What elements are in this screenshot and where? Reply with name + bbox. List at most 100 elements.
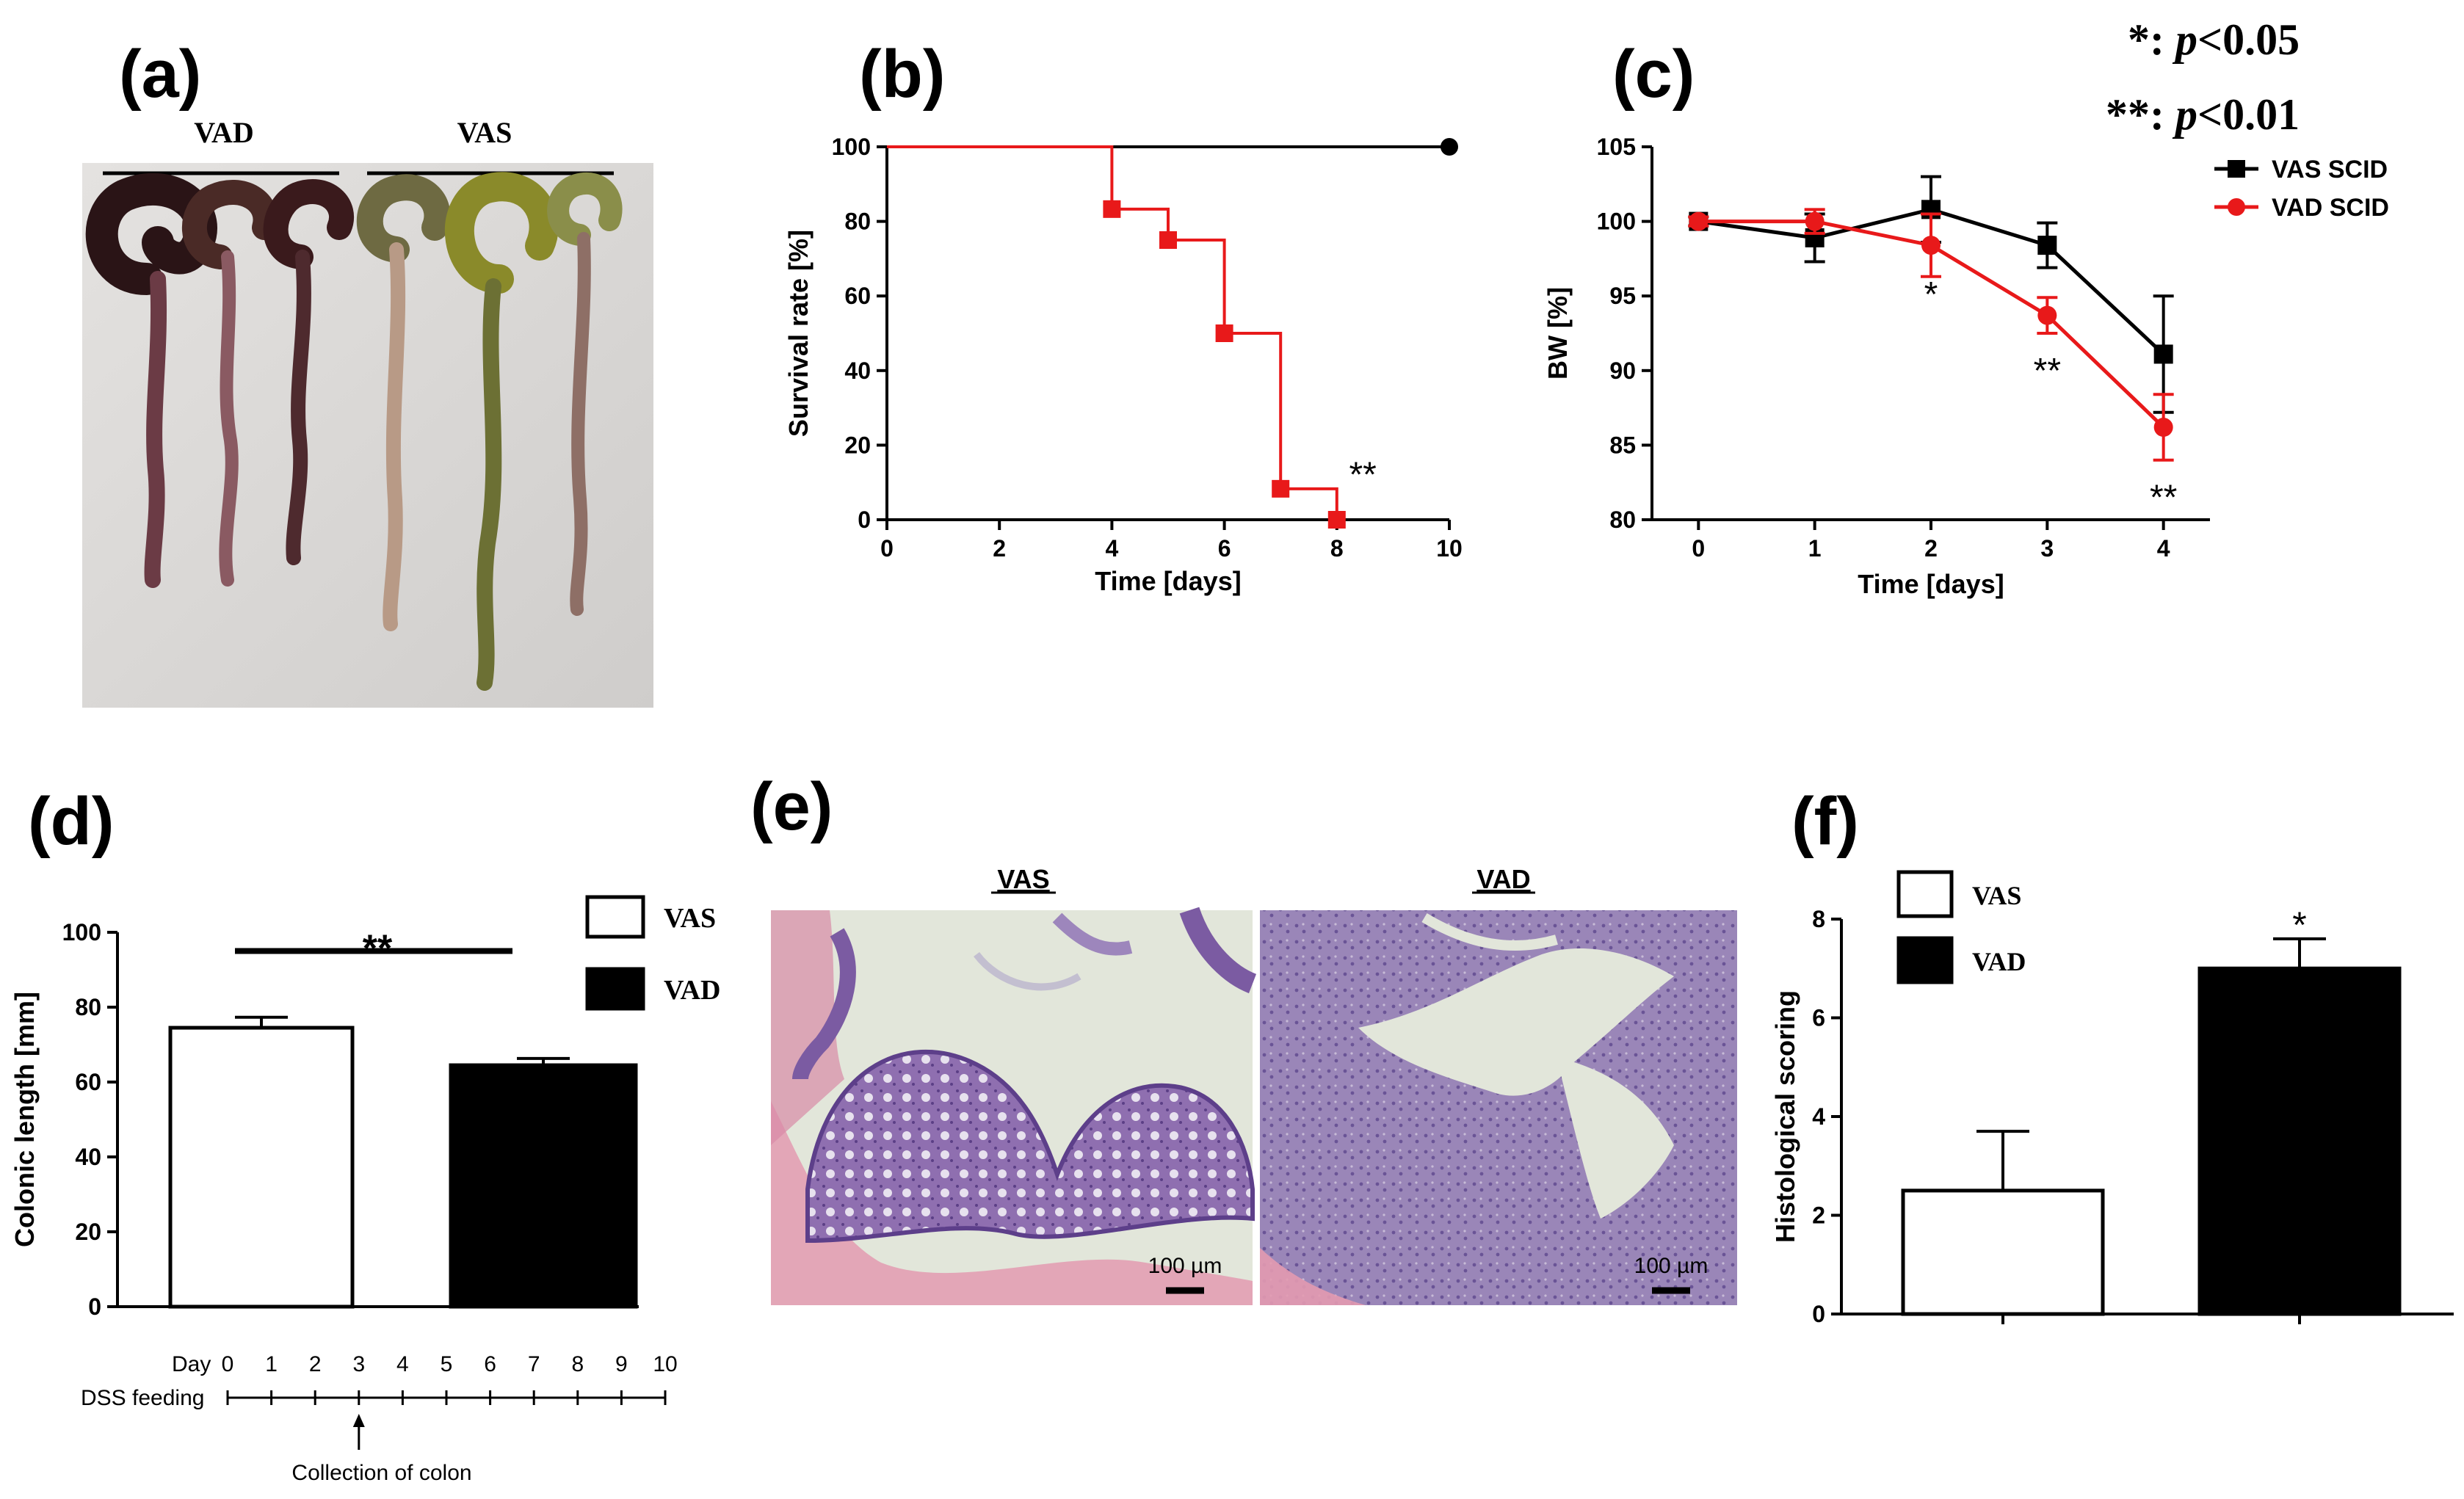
timeline-arrow-head [352,1414,365,1427]
panel-label-c: (c) [1612,37,1695,112]
timeline-day-number: 8 [571,1352,584,1376]
photo-label-vas: VAS [457,116,512,149]
bar-vad [2197,966,2402,1316]
colon-specimen-vas-1 [356,174,451,631]
colon-photograph: VAD VAS [82,116,653,708]
y-axis-title: BW [%] [1543,287,1573,380]
timeline-day-number: 10 [653,1352,677,1376]
y-tick-label: 105 [1597,134,1636,160]
legend-marker-0 [2228,160,2245,178]
y-tick-label: 20 [844,432,871,458]
y-tick-label: 8 [1812,906,1825,932]
y-tick-label: 100 [1597,208,1636,235]
y-tick-label: 90 [1609,357,1636,384]
x-axis-title: Time [days] [1858,569,2004,599]
timeline-day-number: 0 [222,1352,234,1376]
y-tick-label: 6 [1812,1005,1825,1031]
y-tick-label: 20 [75,1219,101,1245]
y-tick-label: 2 [1812,1202,1825,1229]
timeline-day-label: Day [172,1352,211,1376]
y-tick-label: 80 [1609,507,1636,533]
histology-title-vad: VAD [1476,864,1530,894]
bar-vas [168,1026,355,1309]
series-1-point [1805,211,1825,231]
y-tick-label: 60 [75,1069,101,1095]
y-axis-title: Colonic length [mm] [10,992,40,1247]
histology-score-chart: 0 2 4 6 8 Histological scoring VAS VAD * [1770,870,2454,1327]
significance-annotation: * [2292,904,2306,946]
x-tick-label: 4 [1106,535,1119,562]
series-1-point [1689,211,1709,231]
timeline-row-label: DSS feeding [81,1386,204,1410]
series-1-point [1215,324,1233,342]
significance-annotation: ** [2150,479,2177,518]
colon-specimen-vad-2 [181,180,278,587]
bar-vas [1901,1188,2105,1316]
legend-swatch-vas [585,895,645,939]
legend-label-vad: VAD [664,975,720,1006]
histology-title-vas: VAS [997,864,1049,894]
timeline-day-number: 1 [265,1352,278,1376]
histology-image-vad: 100 µm [1260,910,1737,1305]
significance-annotation: ** [1349,455,1376,494]
x-tick-label: 1 [1808,535,1822,562]
series-1-point [1272,479,1290,498]
y-tick-label: 40 [75,1144,101,1170]
histology-image-vas: 100 µm [771,907,1257,1305]
series-0-point [2037,236,2057,255]
x-tick-label: 2 [1924,535,1938,562]
legend-label-0: VAS SCID [2272,156,2388,184]
timeline-arrow-label: Collection of colon [291,1461,471,1485]
y-tick-label: 0 [1812,1301,1825,1327]
x-tick-label: 6 [1218,535,1231,562]
y-tick-label: 0 [858,507,871,533]
timeline-day-number: 5 [441,1352,453,1376]
bar-vad [449,1063,638,1309]
series-line-1 [887,145,1338,520]
significance-annotation: ** [363,928,393,970]
series-0-point [1441,138,1458,156]
significance-annotation: ** [2034,352,2061,391]
photo-label-vad: VAD [194,116,254,149]
series-1-point [1921,236,1941,255]
colonic-length-chart: 0 20 40 60 80 100 Colonic length [mm] VAS VAD ** [10,895,720,1320]
y-tick-label: 85 [1609,432,1636,458]
colon-specimen-vad-1 [85,173,217,588]
series-1-point [2153,418,2173,438]
x-axis-title: Time [days] [1095,566,1241,596]
x-tick-label: 10 [1436,535,1463,562]
panel-label-e: (e) [750,769,833,844]
colon-specimen-vas-2 [445,172,559,691]
timeline-day-number: 9 [615,1352,628,1376]
panel-label-b: (b) [859,37,945,112]
x-tick-label: 0 [1692,535,1705,562]
y-tick-label: 100 [832,134,871,160]
timeline-day-number: 3 [352,1352,365,1376]
legend-marker-1 [2228,198,2245,216]
scale-bar-label-vas: 100 µm [1148,1254,1222,1278]
colon-specimen-vad-3 [263,179,354,565]
x-tick-label: 2 [993,535,1006,562]
panel-label-a: (a) [119,37,201,112]
scale-bar-label-vad: 100 µm [1634,1254,1709,1278]
legend-label-vas: VAS [1972,881,2021,910]
series-0-point [2153,344,2173,364]
significance-legend-line-1: *: p<0.05 [2128,15,2300,64]
legend-swatch-vas [1896,870,1954,918]
y-tick-label: 80 [75,994,101,1020]
legend-label-vas: VAS [664,903,716,934]
y-axis-title: Histological scoring [1770,990,1800,1243]
series-1-point [1327,511,1346,529]
y-tick-label: 40 [844,357,871,384]
series-1-point [2037,305,2057,325]
colon-specimen-vas-3 [547,173,623,616]
timeline-day-number: 4 [396,1352,409,1376]
x-tick-label: 4 [2157,535,2170,562]
legend-swatch-vad [585,967,645,1011]
y-tick-label: 95 [1609,283,1636,309]
y-tick-label: 80 [844,208,871,235]
x-tick-label: 0 [880,535,894,562]
significance-legend-line-2: **: p<0.01 [2106,90,2300,139]
